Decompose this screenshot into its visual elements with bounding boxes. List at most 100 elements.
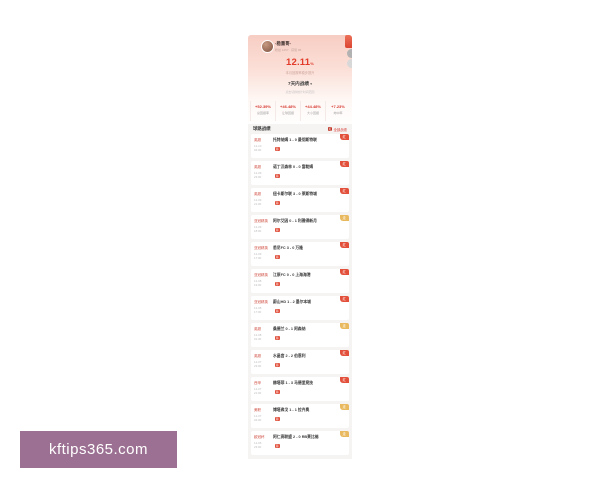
record-title: 球路战绩 xyxy=(253,126,271,131)
hot-icon: 红 xyxy=(327,126,333,132)
match-date: 12-07 xyxy=(254,413,262,418)
result-badge: 走 xyxy=(339,404,349,410)
record-more-label: 全部战绩 xyxy=(333,127,347,132)
match-date: 12-08 xyxy=(254,278,262,283)
match-time: 17:00 xyxy=(254,256,262,260)
stat-label: 大小回报 xyxy=(306,110,319,115)
pick-icon: 荐 xyxy=(275,200,280,205)
float-red-button[interactable] xyxy=(345,35,352,48)
pick-icon: 荐 xyxy=(275,173,280,178)
pick-icon: 荐 xyxy=(275,362,280,367)
match-row[interactable]: 西甲 12-07 21:00 赫塔菲 1 - 3 马德里竞技 荐 红 xyxy=(251,377,349,401)
league-label: 美职 xyxy=(254,407,261,412)
stat-card: +7.23% 命中率 xyxy=(325,101,350,121)
result-badge: 走 xyxy=(339,431,349,437)
match-row[interactable]: 英超 12-10 04:00 托特纳姆 1 - 0 曼彻斯特联 荐 红 xyxy=(251,134,349,158)
result-badge: 红 xyxy=(339,377,349,383)
stat-value: +44.48% xyxy=(305,104,321,109)
user-meta: 粉丝 1257 · 获赞 86 xyxy=(275,47,302,52)
period-selector-label: 7天内战绩 xyxy=(288,81,309,86)
float-gray-button-2[interactable] xyxy=(347,59,352,68)
match-text: 桑德兰 0 - 1 阿森纳 xyxy=(273,327,306,331)
stat-label: 命中率 xyxy=(333,110,343,115)
match-time: 17:00 xyxy=(254,310,262,314)
league-label: 亚冠精英 xyxy=(254,218,268,223)
match-time: 23:00 xyxy=(254,175,262,179)
period-selector[interactable]: 7天内战绩 ▾ xyxy=(248,81,352,87)
match-time: 19:00 xyxy=(254,283,262,287)
match-text: 江原FC 0 - 0 上海海港 xyxy=(273,273,311,277)
record-list: 英超 12-10 04:00 托特纳姆 1 - 0 曼彻斯特联 荐 红 英超 1… xyxy=(251,134,349,455)
match-date: 12-07 xyxy=(254,386,262,391)
match-date: 12-07 xyxy=(254,359,262,364)
headline-metric: 12.11% xyxy=(248,57,352,68)
match-row[interactable]: 英超 12-07 23:00 水晶宫 2 - 2 伯恩利 荐 红 xyxy=(251,350,349,374)
league-label: 英超 xyxy=(254,353,261,358)
record-section: 球路战绩 红 全部战绩 英超 12-10 04:00 托特纳姆 1 - 0 曼彻… xyxy=(248,124,352,459)
match-time: 18:00 xyxy=(254,229,262,233)
league-label: 英超 xyxy=(254,137,261,142)
float-gray-button[interactable] xyxy=(347,49,352,58)
pick-icon: 荐 xyxy=(275,335,280,340)
record-header: 球路战绩 红 全部战绩 xyxy=(251,124,349,134)
match-text: 赫塔菲 1 - 3 马德里竞技 xyxy=(273,381,314,385)
match-row[interactable]: 美职 12-07 04:00 博塔弗戈 1 - 1 拉齐奥 荐 走 xyxy=(251,404,349,428)
match-time: 04:00 xyxy=(254,148,262,152)
match-row[interactable]: 英超 12-09 21:00 纽卡斯尔联 3 - 0 莱斯特城 荐 红 xyxy=(251,188,349,212)
record-more-link[interactable]: 红 全部战绩 xyxy=(327,126,347,132)
result-badge: 走 xyxy=(339,323,349,329)
match-text: 阿仁高联盟 2 - 0 RB莱比锡 xyxy=(273,435,319,439)
match-date: 12-06 xyxy=(254,440,262,445)
pick-icon: 荐 xyxy=(275,227,280,232)
stat-label: 让球回报 xyxy=(281,110,294,115)
pick-icon: 荐 xyxy=(275,308,280,313)
stat-card: +44.48% 大小回报 xyxy=(300,101,325,121)
match-row[interactable]: 亚冠精英 12-08 17:00 蔚山HD 1 - 2 墨尔本城 荐 红 xyxy=(251,296,349,320)
league-label: 亚冠精英 xyxy=(254,245,268,250)
pick-icon: 荐 xyxy=(275,389,280,394)
match-date: 12-10 xyxy=(254,143,262,148)
match-date: 12-09 xyxy=(254,224,262,229)
avatar[interactable] xyxy=(261,40,274,53)
stat-card: +46.48% 让球回报 xyxy=(275,101,300,121)
match-time: 21:00 xyxy=(254,391,262,395)
match-text: 悉尼FC 3 - 0 万隆 xyxy=(273,246,303,250)
pick-icon: 荐 xyxy=(275,281,280,286)
match-text: 博塔弗戈 1 - 1 拉齐奥 xyxy=(273,408,310,412)
league-label: 英超 xyxy=(254,164,261,169)
match-date: 12-09 xyxy=(254,251,262,256)
stat-value: +7.23% xyxy=(331,104,345,109)
match-text: 阿尔艾因 0 - 1 利雅得新月 xyxy=(273,219,317,223)
headline-metric-unit: % xyxy=(310,61,314,66)
match-row[interactable]: 英超 12-09 23:00 诺丁汉森林 0 - 0 富勒姆 荐 红 xyxy=(251,161,349,185)
league-label: 亚冠精英 xyxy=(254,299,268,304)
headline-caption: 本月回报率稳步提升 xyxy=(285,70,315,75)
pick-icon: 荐 xyxy=(275,416,280,421)
result-badge: 红 xyxy=(339,242,349,248)
match-time: 04:00 xyxy=(254,418,262,422)
period-caption: 点击切换统计时间范围 xyxy=(285,89,315,94)
result-badge: 红 xyxy=(339,134,349,140)
match-text: 托特纳姆 1 - 0 曼彻斯特联 xyxy=(273,138,317,142)
league-label: 英超 xyxy=(254,326,261,331)
match-time: 23:00 xyxy=(254,445,262,449)
pick-icon: 荐 xyxy=(275,254,280,259)
pick-icon: 荐 xyxy=(275,443,280,448)
match-row[interactable]: 亚冠精英 12-09 18:00 阿尔艾因 0 - 1 利雅得新月 荐 走 xyxy=(251,215,349,239)
result-badge: 红 xyxy=(339,296,349,302)
match-row[interactable]: 亚冠精英 12-09 17:00 悉尼FC 3 - 0 万隆 荐 红 xyxy=(251,242,349,266)
result-badge: 红 xyxy=(339,269,349,275)
match-date: 12-09 xyxy=(254,170,262,175)
match-date: 12-09 xyxy=(254,197,262,202)
match-row[interactable]: 欧冠杯 12-06 23:00 阿仁高联盟 2 - 0 RB莱比锡 荐 走 xyxy=(251,431,349,455)
stat-card: +52.39% 总回报率 xyxy=(250,101,275,121)
headline-metric-value: 12.11 xyxy=(285,57,311,68)
phone-screenshot: -稳重哥- 粉丝 1257 · 获赞 86 12.11% 本月回报率稳步提升 7… xyxy=(248,35,352,459)
match-text: 纽卡斯尔联 3 - 0 莱斯特城 xyxy=(273,192,317,196)
username: -稳重哥- xyxy=(275,41,292,46)
match-row[interactable]: 英超 12-08 01:30 桑德兰 0 - 1 阿森纳 荐 走 xyxy=(251,323,349,347)
chevron-down-icon: ▾ xyxy=(310,82,312,86)
match-row[interactable]: 亚冠精英 12-08 19:00 江原FC 0 - 0 上海海港 荐 红 xyxy=(251,269,349,293)
result-badge: 走 xyxy=(339,215,349,221)
match-time: 23:00 xyxy=(254,364,262,368)
